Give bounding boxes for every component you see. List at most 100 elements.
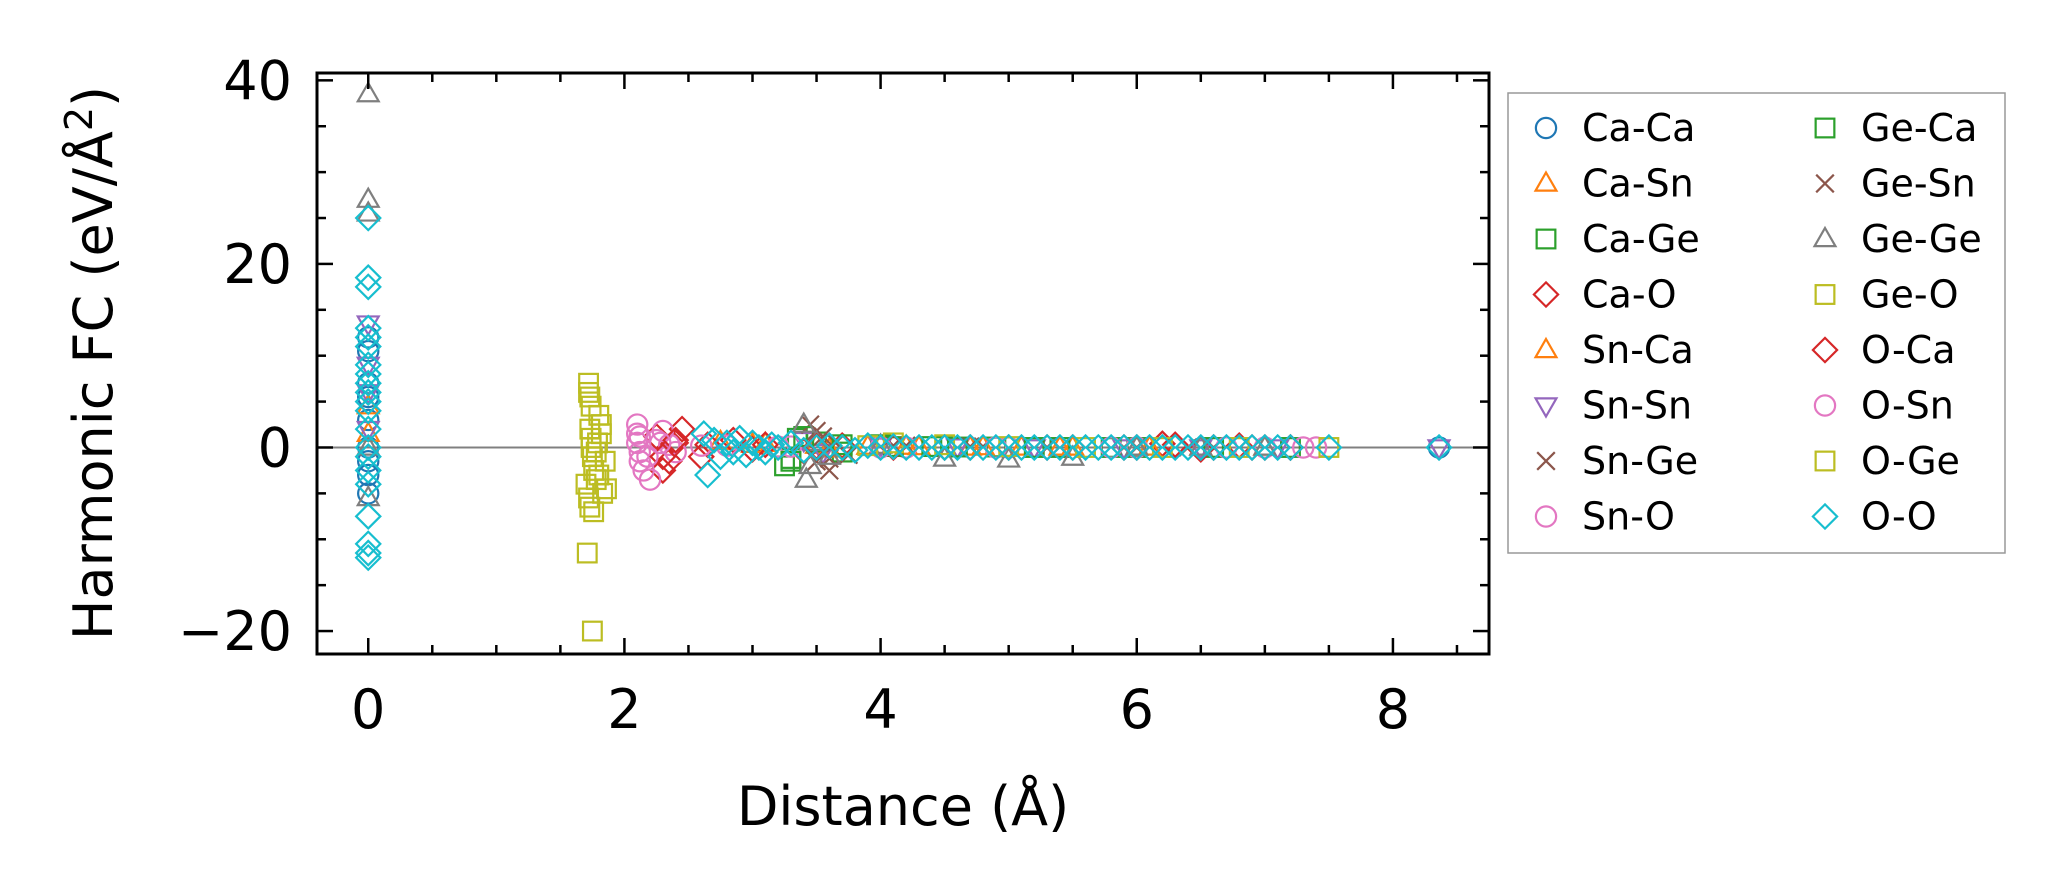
legend-marker: [1535, 228, 1557, 250]
legend-marker: [1814, 117, 1836, 139]
data-point: [1099, 436, 1123, 459]
legend-marker: [1532, 280, 1560, 309]
data-point: [1188, 434, 1214, 456]
data-point: [1123, 433, 1151, 462]
data-point: [596, 478, 617, 500]
data-point: [956, 433, 984, 462]
data-point: [998, 436, 1020, 458]
data-point: [1276, 433, 1305, 462]
data-point: [1151, 437, 1173, 458]
legend-item: Ge-Ca: [1814, 106, 1977, 150]
y-tick-label: 40: [223, 49, 292, 112]
legend-marker: [1815, 173, 1835, 194]
data-point: [1148, 433, 1177, 462]
data-point: [625, 413, 649, 436]
data-point: [1238, 433, 1266, 462]
data-point: [649, 431, 672, 455]
x-tick-label: 8: [1376, 678, 1410, 741]
legend-label: O-O: [1861, 495, 1937, 539]
data-point: [668, 415, 696, 443]
legend-label: Ca-Sn: [1582, 162, 1694, 206]
legend-item: O-Ge: [1814, 439, 1960, 483]
series-o-o: [354, 204, 1453, 572]
legend-label: O-Ca: [1861, 328, 1956, 372]
plot-area-frame: [315, 71, 1491, 656]
legend-marker: [1533, 170, 1559, 192]
data-point: [1425, 433, 1453, 462]
y-tick-label: 20: [223, 233, 292, 296]
data-point: [357, 326, 380, 349]
x-tick-labels: 0 2 4 6 8: [351, 678, 1410, 741]
data-point: [777, 429, 805, 457]
data-point: [816, 443, 842, 465]
data-point: [802, 433, 831, 462]
data-point: [791, 411, 817, 433]
data-point: [995, 433, 1023, 462]
data-point: [930, 433, 959, 462]
legend-marker: [1534, 505, 1558, 528]
data-point: [1292, 436, 1315, 459]
data-point: [1228, 437, 1250, 458]
data-point: [1251, 433, 1279, 462]
data-point: [355, 434, 381, 456]
data-point: [354, 543, 382, 572]
y-axis-label: Harmonic FC (eV/Å2): [57, 86, 125, 640]
data-point: [790, 436, 818, 464]
data-point: [354, 360, 382, 388]
legend-marker: [1536, 451, 1556, 471]
legend-label: Sn-Ge: [1582, 439, 1698, 483]
data-point: [970, 433, 996, 456]
series-ca-ca: [357, 326, 1451, 505]
data-point: [628, 425, 652, 448]
legend-label: Ge-Ca: [1861, 106, 1977, 150]
data-point: [1212, 433, 1241, 462]
data-point: [797, 452, 823, 475]
data-point: [1075, 437, 1096, 458]
data-point: [354, 314, 382, 342]
legend-label: Sn-O: [1582, 495, 1675, 539]
data-point: [984, 436, 1008, 459]
data-point: [1135, 433, 1164, 462]
legend-item: Sn-O: [1534, 495, 1675, 539]
legend-item: Ca-Sn: [1533, 162, 1694, 206]
legend-item: Sn-Ge: [1536, 439, 1698, 483]
legend-marker: [1813, 394, 1837, 417]
legend-label: Ge-Ge: [1861, 217, 1982, 261]
legend-item: Ge-O: [1814, 273, 1959, 317]
data-point: [738, 429, 767, 457]
data-point: [892, 433, 920, 462]
legend-label: O-Ge: [1861, 439, 1960, 483]
data-point: [354, 530, 382, 558]
legend-label: Ca-O: [1582, 273, 1677, 317]
data-point: [354, 332, 382, 361]
legend-item: Ca-Ca: [1534, 106, 1695, 150]
legend-label: Sn-Ca: [1582, 328, 1694, 372]
data-point: [579, 496, 601, 518]
legend-marker: [1814, 284, 1836, 305]
data-point: [354, 273, 382, 301]
data-point: [354, 502, 382, 530]
data-point: [1315, 433, 1343, 462]
data-point: [879, 432, 908, 461]
x-tick-label: 2: [607, 678, 641, 741]
data-point: [996, 446, 1022, 468]
data-point: [590, 423, 612, 445]
data-point: [780, 450, 802, 472]
x-tick-label: 0: [351, 678, 385, 741]
legend-item: Ca-O: [1532, 273, 1677, 317]
data-point: [857, 435, 879, 457]
data-point: [581, 620, 603, 642]
data-point: [1060, 434, 1086, 456]
legend-box: [1507, 92, 2006, 554]
data-point: [945, 438, 970, 460]
legend-item: Ge-Ge: [1812, 217, 1982, 261]
data-point: [354, 470, 382, 498]
data-point: [1264, 433, 1292, 462]
data-point: [1097, 433, 1125, 462]
data-point: [638, 468, 662, 491]
data-point: [636, 445, 659, 468]
data-point: [751, 438, 779, 466]
data-point: [1020, 433, 1048, 462]
data-point: [713, 429, 741, 457]
legend-marker: [1812, 225, 1838, 248]
